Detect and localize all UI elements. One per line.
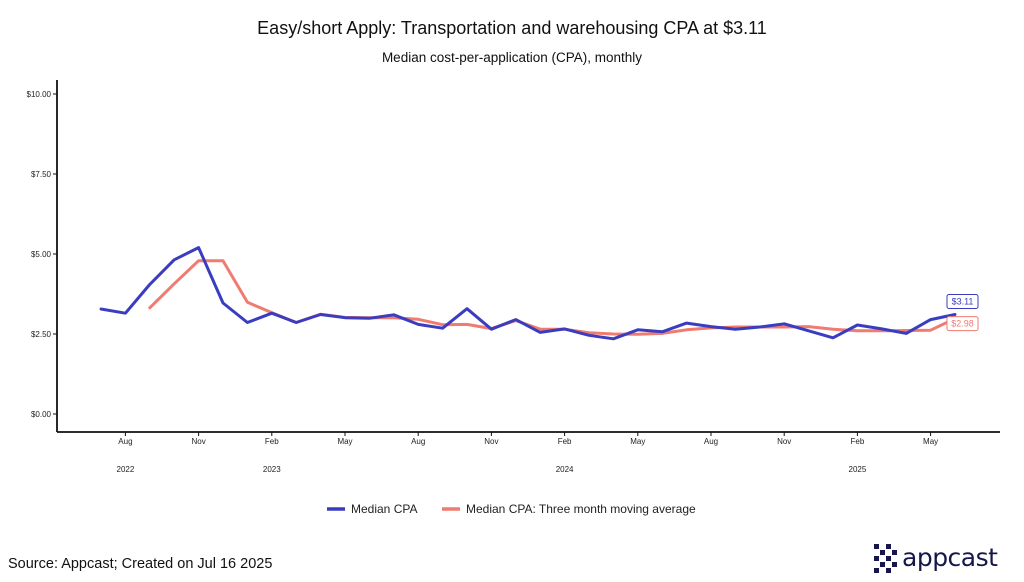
end-label-box — [946, 293, 979, 309]
x-tick-label: May — [337, 437, 352, 446]
x-tick-label: Feb — [558, 437, 572, 446]
end-label-moving-average: $2.98 — [946, 316, 979, 332]
legend-label-moving-average: Median CPA: Three month moving average — [466, 502, 696, 516]
series-line-median-cpa — [99, 246, 957, 341]
x-tick-label: Aug — [118, 437, 132, 446]
end-label-median-cpa: $3.11 — [946, 293, 979, 309]
end-label-box — [946, 316, 979, 332]
y-tick-label: $2.50 — [31, 330, 52, 339]
series-line-moving-average — [148, 259, 957, 336]
appcast-grid-logo-icon — [874, 544, 897, 573]
chart-subtitle: Median cost-per-application (CPA), month… — [381, 50, 643, 65]
y-tick-label: $0.00 — [31, 410, 52, 419]
y-tick-label: $7.50 — [31, 170, 52, 179]
appcast-logo: appcast — [874, 542, 1014, 578]
logo-wordmark: appcast — [902, 543, 998, 572]
x-year-label: 2022 — [117, 465, 135, 474]
source-note: Source: Appcast; Created on Jul 16 2025 — [8, 556, 273, 572]
x-tick-label: May — [630, 437, 645, 446]
x-tick-label: Nov — [484, 437, 498, 446]
x-tick-label: Feb — [265, 437, 279, 446]
legend-label-median: Median CPA — [351, 502, 417, 516]
x-tick-label: Nov — [777, 437, 791, 446]
x-year-label: 2024 — [556, 465, 574, 474]
x-tick-label: Nov — [191, 437, 205, 446]
x-year-label: 2023 — [263, 465, 281, 474]
x-tick-label: Feb — [851, 437, 865, 446]
x-tick-label: Aug — [411, 437, 425, 446]
line-chart: $0.00 $2.50 $5.00 $7.50 $10.00 Aug Nov Feb May Au… — [27, 80, 1000, 516]
chart-title: Easy/short Apply: Transportation and war… — [257, 18, 767, 38]
y-tick-label: $10.00 — [27, 90, 52, 99]
x-tick-label: Aug — [704, 437, 718, 446]
end-label-text: $2.98 — [951, 319, 974, 329]
legend: Median CPA Median CPA: Three month movin… — [327, 502, 696, 516]
x-year-label: 2025 — [849, 465, 867, 474]
x-tick-label: May — [923, 437, 938, 446]
end-label-text: $3.11 — [952, 296, 974, 306]
y-tick-label: $5.00 — [31, 250, 52, 259]
